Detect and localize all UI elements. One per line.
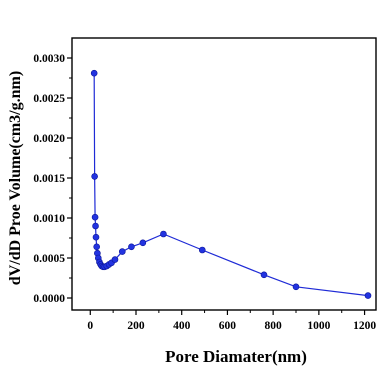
data-point bbox=[92, 222, 99, 230]
data-point bbox=[292, 283, 300, 291]
data-point bbox=[260, 271, 268, 279]
plot-frame bbox=[71, 37, 377, 311]
x-tick-label: 400 bbox=[173, 320, 191, 332]
x-tick-label: 0 bbox=[87, 320, 93, 332]
data-point bbox=[93, 243, 100, 251]
data-point bbox=[160, 230, 167, 238]
data-point bbox=[364, 292, 372, 299]
y-tick-label: 0.0010 bbox=[33, 213, 65, 225]
y-axis-title: dV/dD Proe Volume(cm3/g.nm) bbox=[7, 71, 24, 285]
data-point bbox=[139, 239, 147, 247]
data-point bbox=[128, 243, 135, 251]
x-axis-title: Pore Diamater(nm) bbox=[165, 347, 307, 366]
data-point bbox=[92, 233, 100, 241]
y-tick-label: 0.0005 bbox=[33, 253, 65, 265]
x-tick-label: 200 bbox=[127, 320, 145, 332]
data-point bbox=[111, 256, 119, 263]
y-tick-label: 0.0025 bbox=[33, 93, 65, 105]
series-line bbox=[93, 73, 369, 297]
data-point bbox=[91, 173, 98, 180]
data-point bbox=[118, 248, 126, 255]
y-tick-label: 0.0030 bbox=[33, 53, 65, 65]
y-tick-label: 0.0000 bbox=[33, 293, 65, 305]
x-tick-label: 600 bbox=[219, 320, 237, 332]
data-point bbox=[91, 213, 99, 221]
x-tick-label: 1000 bbox=[307, 320, 330, 332]
y-tick-label: 0.0020 bbox=[33, 133, 65, 145]
y-tick-label: 0.0015 bbox=[33, 173, 65, 185]
data-point bbox=[198, 246, 206, 254]
x-tick-label: 800 bbox=[265, 320, 283, 332]
data-point bbox=[90, 69, 98, 77]
x-tick-label: 1200 bbox=[353, 320, 376, 332]
